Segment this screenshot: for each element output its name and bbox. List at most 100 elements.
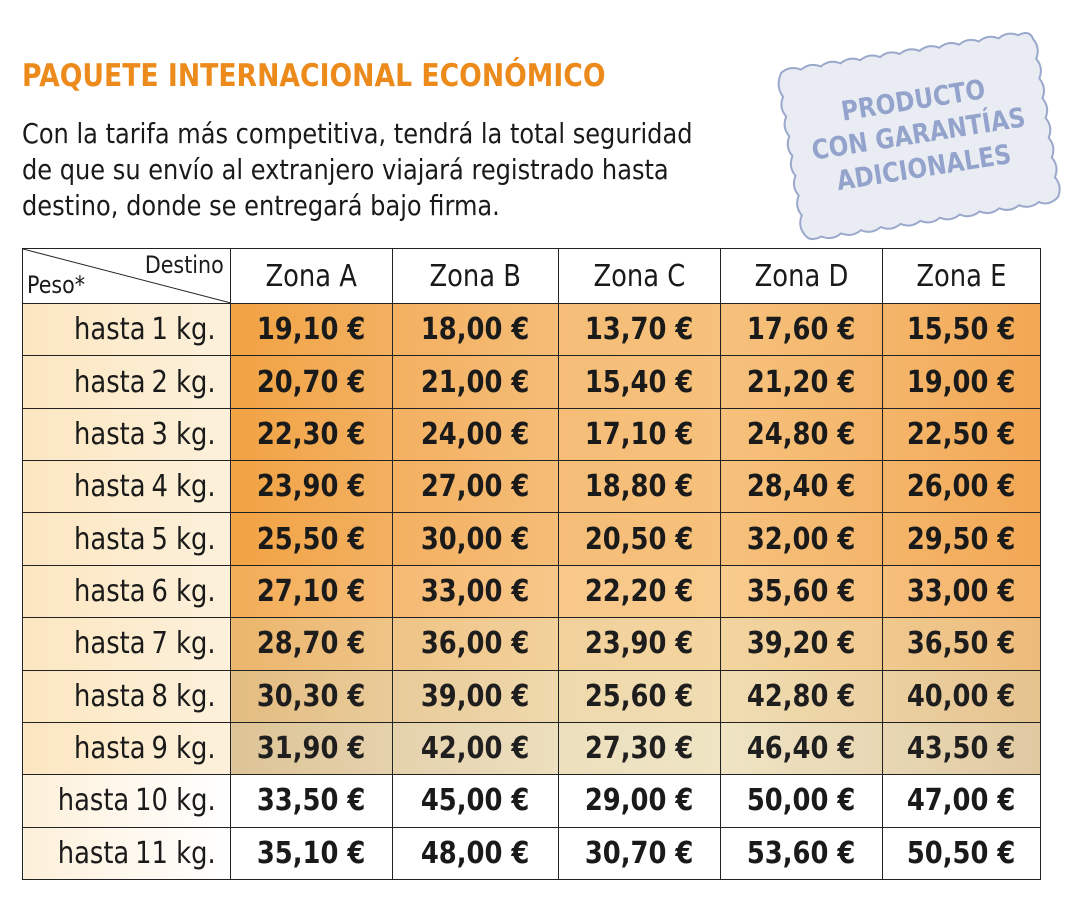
- price-cell: 42,00 €: [392, 721, 559, 776]
- price-cell: 28,70 €: [230, 617, 393, 671]
- price-value: 53,60 €: [747, 835, 856, 871]
- weight-cell: hasta 3 kg.: [22, 407, 231, 462]
- stamp-border: [777, 32, 1061, 241]
- price-cell: 18,80 €: [558, 460, 721, 514]
- weight-cell: hasta 11 kg.: [22, 826, 231, 881]
- price-value: 25,50 €: [257, 521, 366, 557]
- price-value: 50,50 €: [907, 835, 1016, 871]
- price-value: 21,00 €: [421, 364, 530, 400]
- table-row: hasta 4 kg. 23,90 € 27,00 € 18,80 € 28,40 € 26…: [22, 460, 1041, 514]
- price-value: 35,10 €: [257, 835, 366, 871]
- column-header: Zona B: [392, 248, 559, 304]
- price-cell: 23,90 €: [558, 617, 721, 671]
- price-cell: 36,50 €: [882, 617, 1041, 671]
- table-row: hasta 1 kg. 19,10 € 18,00 € 13,70 € 17,60 € 15…: [22, 302, 1041, 357]
- price-cell: 33,00 €: [882, 564, 1041, 619]
- price-cell: 19,00 €: [882, 355, 1041, 409]
- weight-value: 6 kg.: [151, 573, 216, 609]
- weight-prefix: hasta: [74, 521, 147, 557]
- price-cell: 50,50 €: [882, 826, 1041, 881]
- weight-prefix: hasta: [74, 678, 147, 714]
- price-cell: 32,00 €: [720, 512, 883, 566]
- price-cell: 46,40 €: [720, 721, 883, 776]
- weight-value: 2 kg.: [151, 364, 216, 400]
- price-cell: 17,60 €: [720, 302, 883, 357]
- price-value: 22,20 €: [585, 573, 694, 609]
- price-value: 40,00 €: [907, 678, 1016, 714]
- weight-value: 4 kg.: [151, 469, 216, 505]
- table-row: hasta 8 kg. 30,30 € 39,00 € 25,60 € 42,80 € 40…: [22, 669, 1041, 723]
- weight-prefix: hasta: [74, 312, 147, 348]
- price-cell: 39,00 €: [392, 669, 559, 723]
- price-value: 30,70 €: [585, 835, 694, 871]
- price-value: 20,70 €: [257, 364, 366, 400]
- price-cell: 36,00 €: [392, 617, 559, 671]
- price-value: 26,00 €: [907, 469, 1016, 505]
- table-row: hasta 5 kg. 25,50 € 30,00 € 20,50 € 32,00 € 29…: [22, 512, 1041, 566]
- price-value: 48,00 €: [421, 835, 530, 871]
- intro-paragraph: Con la tarifa más competitiva, tendrá la…: [22, 116, 796, 224]
- header-row: Destino Peso* Zona A Zona B Zona C Zona …: [22, 248, 1041, 304]
- price-cell: 15,50 €: [882, 302, 1041, 357]
- price-value: 18,80 €: [585, 469, 694, 505]
- price-cell: 33,50 €: [230, 774, 393, 828]
- price-value: 43,50 €: [907, 731, 1016, 767]
- price-value: 39,00 €: [421, 678, 530, 714]
- price-value: 23,90 €: [257, 469, 366, 505]
- table-row: hasta 3 kg. 22,30 € 24,00 € 17,10 € 24,80 € 22…: [22, 407, 1041, 462]
- price-value: 33,00 €: [421, 573, 530, 609]
- price-cell: 17,10 €: [558, 407, 721, 462]
- price-cell: 24,80 €: [720, 407, 883, 462]
- price-cell: 45,00 €: [392, 774, 559, 828]
- price-cell: 26,00 €: [882, 460, 1041, 514]
- price-cell: 43,50 €: [882, 721, 1041, 776]
- weight-prefix: hasta: [74, 626, 147, 662]
- intro-line: de que su envío al extranjero viajará re…: [22, 153, 669, 186]
- weight-value: 10 kg.: [135, 783, 216, 819]
- price-cell: 13,70 €: [558, 302, 721, 357]
- table-row: hasta 11 kg. 35,10 € 48,00 € 30,70 € 53,60 € 5…: [22, 826, 1041, 881]
- price-cell: 22,50 €: [882, 407, 1041, 462]
- price-value: 18,00 €: [421, 312, 530, 348]
- column-header: Zona A: [230, 248, 393, 304]
- price-value: 30,30 €: [257, 678, 366, 714]
- price-value: 45,00 €: [421, 783, 530, 819]
- price-value: 23,90 €: [585, 626, 694, 662]
- column-header: Zona D: [720, 248, 883, 304]
- weight-value: 3 kg.: [151, 416, 216, 452]
- price-cell: 24,00 €: [392, 407, 559, 462]
- price-value: 17,10 €: [585, 416, 694, 452]
- price-cell: 15,40 €: [558, 355, 721, 409]
- price-cell: 23,90 €: [230, 460, 393, 514]
- price-cell: 30,00 €: [392, 512, 559, 566]
- price-cell: 39,20 €: [720, 617, 883, 671]
- price-value: 24,80 €: [747, 416, 856, 452]
- price-value: 22,30 €: [257, 416, 366, 452]
- price-cell: 28,40 €: [720, 460, 883, 514]
- price-value: 15,40 €: [585, 364, 694, 400]
- price-value: 27,10 €: [257, 573, 366, 609]
- price-value: 42,00 €: [421, 731, 530, 767]
- corner-header: Destino Peso*: [22, 248, 231, 304]
- price-value: 15,50 €: [907, 312, 1016, 348]
- price-cell: 18,00 €: [392, 302, 559, 357]
- weight-cell: hasta 1 kg.: [22, 302, 231, 357]
- price-cell: 22,30 €: [230, 407, 393, 462]
- price-value: 13,70 €: [585, 312, 694, 348]
- weight-prefix: hasta: [74, 416, 147, 452]
- weight-cell: hasta 4 kg.: [22, 460, 231, 514]
- price-cell: 27,30 €: [558, 721, 721, 776]
- weight-cell: hasta 2 kg.: [22, 355, 231, 409]
- price-value: 50,00 €: [747, 783, 856, 819]
- price-value: 33,50 €: [257, 783, 366, 819]
- weight-prefix: hasta: [74, 469, 147, 505]
- weight-cell: hasta 8 kg.: [22, 669, 231, 723]
- guarantee-stamp: PRODUCTO CON GARANTÍAS ADICIONALES: [770, 24, 1068, 250]
- table-row: hasta 2 kg. 20,70 € 21,00 € 15,40 € 21,20 € 19…: [22, 355, 1041, 409]
- price-cell: 31,90 €: [230, 721, 393, 776]
- weight-cell: hasta 7 kg.: [22, 617, 231, 671]
- price-cell: 53,60 €: [720, 826, 883, 881]
- price-value: 27,00 €: [421, 469, 530, 505]
- rates-table-wrapper: Destino Peso* Zona A Zona B Zona C Zona …: [22, 248, 1041, 881]
- rates-table: Destino Peso* Zona A Zona B Zona C Zona …: [22, 248, 1041, 881]
